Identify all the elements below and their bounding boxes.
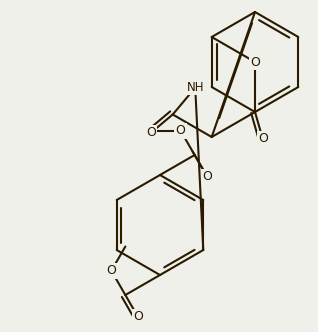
Text: NH: NH <box>186 81 204 94</box>
Text: O: O <box>258 132 268 145</box>
Text: O: O <box>146 126 156 139</box>
Text: O: O <box>202 170 212 183</box>
Text: O: O <box>176 124 186 137</box>
Text: O: O <box>250 55 260 68</box>
Text: O: O <box>133 310 143 323</box>
Text: O: O <box>107 264 116 277</box>
